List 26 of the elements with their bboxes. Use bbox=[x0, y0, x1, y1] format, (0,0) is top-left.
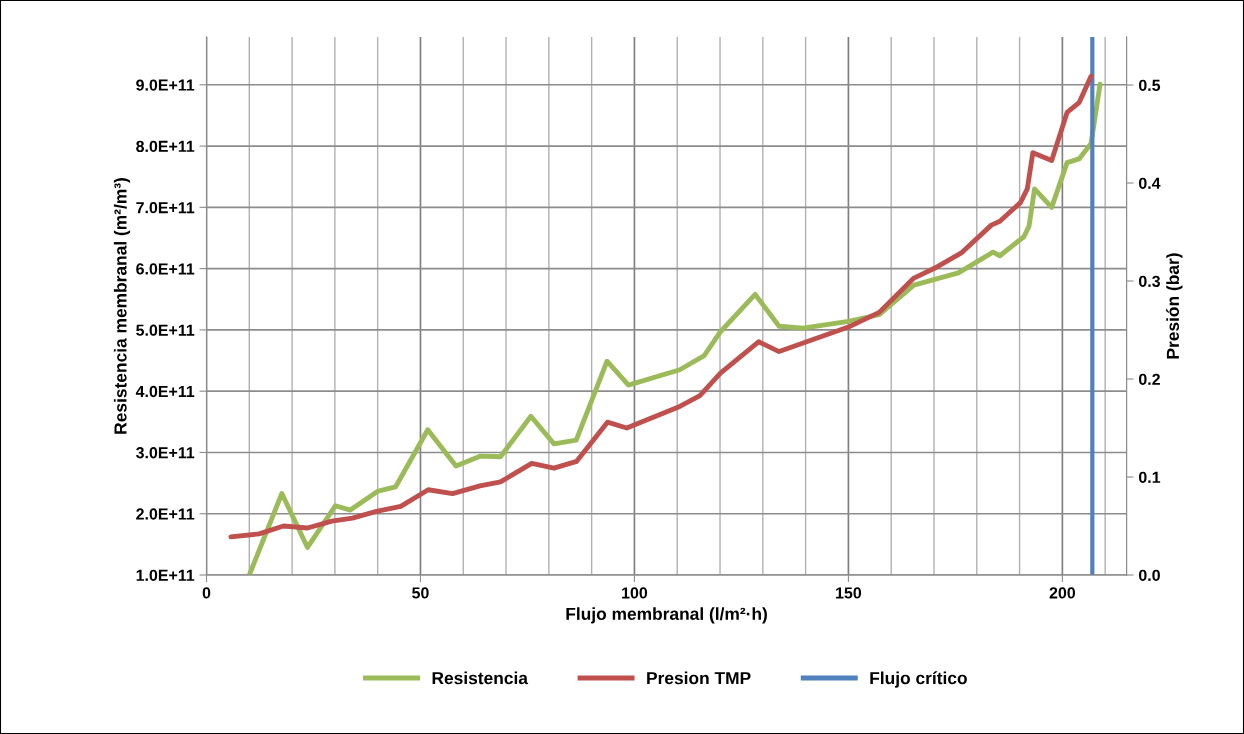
y-tick-label: 7.0E+11 bbox=[136, 201, 195, 214]
y-tick-label: 2.0E+11 bbox=[136, 508, 195, 520]
y-tick-label: 9.0E+11 bbox=[136, 79, 195, 91]
y2-axis-title: Presión (bar) bbox=[1166, 253, 1183, 359]
y-tick-label: 6.0E+11 bbox=[136, 263, 195, 275]
x-tick-label: 100 bbox=[622, 587, 648, 599]
y2-tick-label: 0.3 bbox=[1139, 275, 1160, 287]
y2-tick-label: 0.1 bbox=[1139, 471, 1161, 483]
y2-tick-label: 0.0 bbox=[1139, 569, 1160, 581]
y-tick-label: 3.0E+11 bbox=[136, 447, 195, 459]
y-tick-label: 5.0E+11 bbox=[136, 324, 195, 336]
x-tick-label: 150 bbox=[836, 587, 862, 599]
legend-label: Flujo crítico bbox=[870, 671, 967, 688]
y2-tick-label: 0.5 bbox=[1139, 79, 1161, 91]
x-tick-label: 200 bbox=[1049, 587, 1076, 599]
x-axis-title: Flujo membranal (l/m²·h) bbox=[566, 607, 767, 624]
y-tick-label: 1.0E+11 bbox=[136, 569, 195, 581]
x-tick-label: 0 bbox=[202, 587, 211, 599]
legend-label: Resistencia bbox=[432, 671, 529, 685]
y-tick-label: 4.0E+11 bbox=[135, 385, 195, 398]
y2-tick-label: 0.4 bbox=[1139, 177, 1161, 189]
y-axis-title: Resistencia membranal (m²/m³) bbox=[113, 178, 131, 434]
y-tick-label: 8.0E+11 bbox=[136, 140, 195, 153]
y2-tick-label: 0.2 bbox=[1139, 373, 1160, 385]
legend-label: Presion TMP bbox=[647, 671, 751, 685]
x-tick-label: 50 bbox=[412, 587, 429, 599]
